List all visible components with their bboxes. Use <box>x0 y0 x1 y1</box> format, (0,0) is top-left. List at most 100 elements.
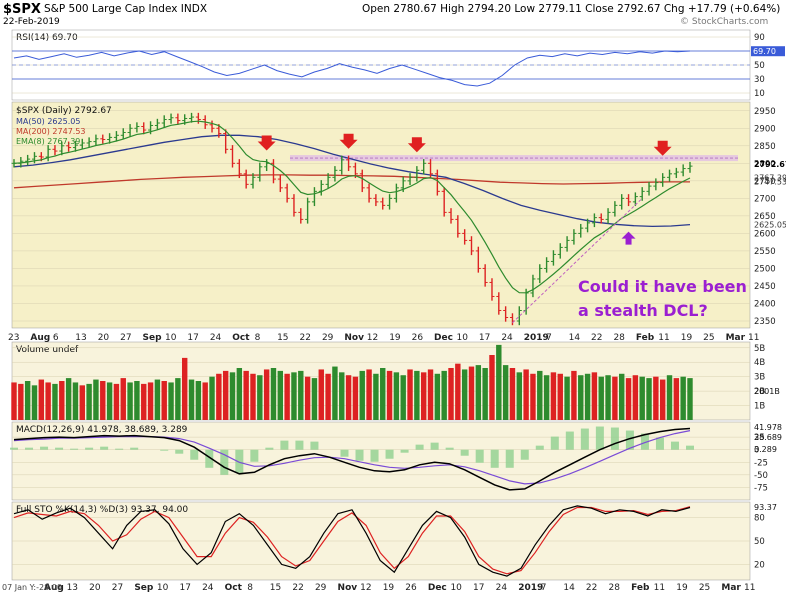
stoch-x-tick-label: Oct <box>225 583 243 593</box>
price-x-tick-label: 29 <box>322 333 334 343</box>
macd-histogram-bar <box>85 447 94 450</box>
price-legend-item: EMA(8) 2767.39 <box>16 137 80 146</box>
rsi-title: RSI(14) 69.70 <box>16 33 78 43</box>
stoch-x-tick-label: 13 <box>67 583 78 593</box>
symbol: $SPX <box>3 2 41 17</box>
volume-bar <box>407 369 413 420</box>
macd-histogram-bar <box>400 449 409 453</box>
volume-bar <box>509 368 516 420</box>
macd-histogram-bar <box>475 449 484 463</box>
price-axis-value: 2747.53 <box>754 178 786 187</box>
price-x-tick-label: 28 <box>613 333 625 343</box>
stoch-x-tick-label: 7 <box>541 583 547 593</box>
volume-bar <box>530 373 536 420</box>
down-arrow-marker <box>407 137 426 153</box>
volume-bar <box>257 375 263 420</box>
security-name: S&P 500 Large Cap Index INDX <box>44 3 208 15</box>
volume-bar <box>52 383 58 420</box>
volume-bar <box>578 375 584 420</box>
macd-histogram-bar <box>220 449 229 475</box>
macd-histogram-bar <box>550 436 559 450</box>
price-tick-label: 2500 <box>754 264 776 274</box>
price-tick-label: 2850 <box>754 142 776 152</box>
volume-bar <box>134 381 140 420</box>
macd-histogram-bar <box>610 427 619 450</box>
ohlc-readout: Open 2780.67 High 2794.20 Low 2779.11 Cl… <box>362 3 781 15</box>
macd-histogram-bar <box>340 449 349 457</box>
volume-bar <box>461 369 468 420</box>
volume-bar <box>352 376 359 420</box>
rsi-tick-label: 50 <box>754 61 765 71</box>
volume-bar <box>441 370 447 420</box>
volume-bar <box>632 375 639 420</box>
volume-bar <box>195 381 202 420</box>
volume-bar <box>18 383 24 420</box>
down-arrow-marker <box>339 133 358 149</box>
macd-histogram-bar <box>175 449 184 454</box>
price-tick-label: 2650 <box>754 212 776 222</box>
volume-bar <box>311 378 318 420</box>
volume-bar <box>612 376 618 420</box>
stoch-x-tick-label: 10 <box>450 583 462 593</box>
macd-histogram-bar <box>235 449 244 473</box>
volume-bar <box>11 382 17 420</box>
volume-bar <box>120 378 126 420</box>
volume-bar <box>537 370 543 420</box>
macd-histogram-bar <box>190 449 199 460</box>
macd-histogram-bar <box>370 449 379 462</box>
stochastic-tick-label: 20 <box>754 560 765 570</box>
price-x-tick-label: 15 <box>277 333 288 343</box>
macd-title: MACD(12,26,9) 41.978, 38.689, 3.289 <box>16 425 188 435</box>
volume-tick-label: 2B <box>754 387 765 397</box>
macd-histogram-bar <box>640 433 649 450</box>
volume-bar <box>113 383 120 420</box>
price-x-tick-label: Dec <box>434 333 453 343</box>
price-x-tick-label: 17 <box>187 333 198 343</box>
volume-bar <box>489 355 495 420</box>
resistance-zone <box>290 155 738 162</box>
stochastic-title: Full STO %K(14,3) %D(3) 93.37, 94.00 <box>16 505 188 515</box>
macd-histogram-bar <box>295 440 304 450</box>
volume-bar <box>339 372 345 420</box>
rsi-tick-label: 90 <box>754 33 765 43</box>
price-x-tick-label: 22 <box>300 333 311 343</box>
volume-bar <box>639 376 645 420</box>
price-x-tick-label: Oct <box>232 333 250 343</box>
macd-histogram-bar <box>385 449 394 459</box>
volume-bar <box>502 365 509 420</box>
price-x-tick-label: 11 <box>658 333 669 343</box>
price-tick-label: 2800 <box>754 159 776 169</box>
down-arrow-marker <box>257 135 276 151</box>
volume-bar <box>79 385 85 420</box>
cursor-readout: 07 Jan Y:-28.00 <box>2 583 62 592</box>
volume-bar <box>24 381 31 420</box>
macd-histogram-bar <box>10 447 18 450</box>
rsi-last-label: 69.70 <box>753 47 776 56</box>
ema8-line <box>13 120 691 294</box>
price-x-tick-label: 19 <box>681 333 693 343</box>
volume-bar <box>366 369 372 420</box>
stoch-x-tick-label: 20 <box>89 583 101 593</box>
price-x-tick-label: 11 <box>748 333 759 343</box>
volume-bar <box>646 378 652 420</box>
volume-bar <box>38 379 45 420</box>
volume-bar <box>584 373 591 420</box>
macd-histogram-bar <box>445 447 454 450</box>
volume-bar <box>414 370 420 420</box>
stochastic-tick-label: 50 <box>754 537 765 547</box>
volume-bar <box>229 372 236 420</box>
volume-bar <box>543 375 550 420</box>
macd-histogram-bar <box>25 447 34 450</box>
volume-bar <box>93 379 99 420</box>
volume-bar <box>45 382 51 420</box>
price-x-tick-label: 24 <box>210 333 222 343</box>
rsi-last-badge <box>751 46 785 57</box>
volume-bar <box>420 372 427 420</box>
macd-histogram-bar <box>70 448 79 450</box>
annotation-line-1: Could it have been <box>578 277 747 296</box>
chart-header: $SPX S&P 500 Large Cap Index INDX 22-Feb… <box>0 0 786 28</box>
macd-histogram-bar <box>55 447 64 450</box>
stoch-x-tick-label: 2019 <box>518 583 543 593</box>
volume-bar <box>31 385 38 420</box>
